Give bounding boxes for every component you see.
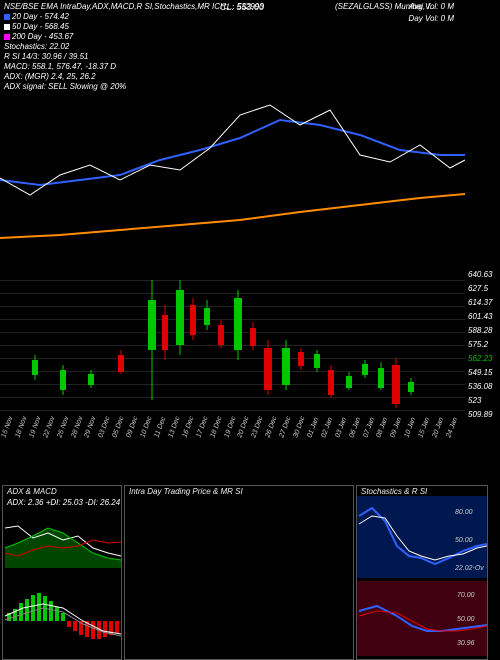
close-price: CL: 553.00	[220, 2, 264, 12]
y-axis: 640.63627.5614.37601.43588.28575.2562.23…	[468, 270, 498, 424]
adx-macd-panel: ADX & MACD ADX: 2.36 +DI: 25.03 -DI: 26.…	[2, 485, 122, 660]
panel3-title: Stochastics & R SI	[361, 487, 427, 496]
panel1-title: ADX & MACD	[7, 487, 57, 496]
svg-text:30.96: 30.96	[457, 640, 475, 647]
rsi-legend: R SI 14/3: 30.96 / 39.51	[4, 52, 89, 61]
svg-text:50.00: 50.00	[455, 537, 473, 544]
macd-legend: MACD: 558.1, 576.47, -18.37 D	[4, 62, 116, 71]
panel2-title: Intra Day Trading Price & MR SI	[129, 487, 243, 496]
stoch-rsi-panel: Stochastics & R SI 80.00 50.00 22.02-Ov 70…	[356, 485, 488, 660]
adx-plot	[3, 498, 122, 578]
svg-text:70.00: 70.00	[457, 592, 475, 599]
adx-signal: ADX signal: SELL Slowing @ 20%	[4, 82, 126, 91]
indicator-panels: ADX & MACD ADX: 2.36 +DI: 25.03 -DI: 26.…	[0, 485, 500, 660]
main-price-chart: NSE/BSE EMA IntraDay,ADX,MACD,R SI,Stoch…	[0, 0, 500, 440]
svg-text:80.00: 80.00	[455, 509, 473, 516]
macd-plot	[3, 586, 122, 656]
avg-vol: Avg Vol: 0 M	[409, 2, 454, 11]
ma20-legend: 20 Day - 574.42	[4, 12, 69, 21]
stoch-plot: 80.00 50.00 22.02-Ov	[357, 496, 488, 578]
ma200-legend: 200 Day - 453.67	[4, 32, 73, 41]
svg-text:22.02-Ov: 22.02-Ov	[454, 565, 484, 572]
svg-text:50.00: 50.00	[457, 616, 475, 623]
x-axis: 15 Nov18 Nov19 Nov22 Nov25 Nov28 Nov29 N…	[0, 416, 460, 438]
day-vol: Day Vol: 0 M	[409, 14, 455, 23]
ma50-legend: 50 Day - 568.45	[4, 22, 69, 31]
adx-values: ADX: 2.36 +DI: 25.03 -DI: 26.24	[7, 498, 120, 507]
intraday-panel: Intra Day Trading Price & MR SI	[124, 485, 354, 660]
stoch-legend: Stochastics: 22.02	[4, 42, 69, 51]
rsi-plot: 70.00 50.00 30.96	[357, 581, 488, 656]
adx-legend: ADX: (MGR) 2.4, 25, 26.2	[4, 72, 96, 81]
